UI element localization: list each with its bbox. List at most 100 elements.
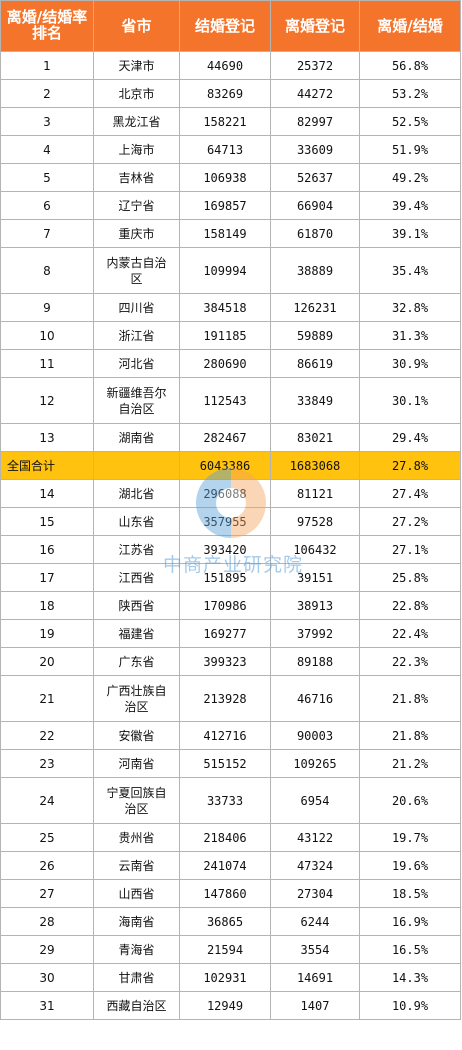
province-name: 海南省 [118, 914, 155, 929]
cell-divorce: 25372 [270, 51, 360, 80]
table-row: 11 河北省 280690 86619 30.9% [0, 349, 461, 378]
province-name: 河南省 [118, 756, 155, 771]
cell-rank: 19 [0, 619, 94, 648]
cell-ratio: 19.7% [359, 823, 461, 852]
cell-province [93, 451, 180, 480]
cell-rank: 6 [0, 191, 94, 220]
cell-rank: 11 [0, 349, 94, 378]
table-row: 15 山东省 357955 97528 27.2% [0, 507, 461, 536]
cell-ratio: 29.4% [359, 423, 461, 452]
cell-ratio: 53.2% [359, 79, 461, 108]
cell-divorce: 106432 [270, 535, 360, 564]
cell-rank: 22 [0, 721, 94, 750]
province-name: 西藏自治区 [106, 998, 167, 1013]
province-name: 湖南省 [118, 430, 155, 445]
cell-rank: 24 [0, 777, 94, 824]
cell-ratio: 32.8% [359, 293, 461, 322]
cell-ratio: 35.4% [359, 247, 461, 294]
province-name: 云南省 [118, 858, 155, 873]
cell-divorce: 44272 [270, 79, 360, 108]
cell-province: 青海省 [93, 935, 180, 964]
cell-province: 安徽省 [93, 721, 180, 750]
cell-rank: 2 [0, 79, 94, 108]
cell-province: 海南省 [93, 907, 180, 936]
cell-divorce: 61870 [270, 219, 360, 248]
table-body: 1 天津市 44690 25372 56.8% 2 北京市 83269 44272 53.2% 3 黑… [0, 51, 461, 1020]
table-row: 10 浙江省 191185 59889 31.3% [0, 321, 461, 350]
table-row: 29 青海省 21594 3554 16.5% [0, 935, 461, 964]
cell-province: 陕西省 [93, 591, 180, 620]
cell-ratio: 21.2% [359, 749, 461, 778]
cell-divorce: 37992 [270, 619, 360, 648]
cell-province: 西藏自治区 [93, 991, 180, 1020]
province-name: 陕西省 [118, 598, 155, 613]
cell-ratio: 20.6% [359, 777, 461, 824]
cell-marriage: 393420 [179, 535, 271, 564]
cell-province: 宁夏回族自治区 [93, 777, 180, 824]
province-name: 湖北省 [118, 486, 155, 501]
cell-marriage: 357955 [179, 507, 271, 536]
table-row: 23 河南省 515152 109265 21.2% [0, 749, 461, 778]
cell-divorce: 46716 [270, 675, 360, 722]
table-row: 5 吉林省 106938 52637 49.2% [0, 163, 461, 192]
cell-rank: 4 [0, 135, 94, 164]
cell-province: 福建省 [93, 619, 180, 648]
cell-province: 山西省 [93, 879, 180, 908]
header-marriage: 结婚登记 [179, 0, 271, 52]
cell-marriage: 109994 [179, 247, 271, 294]
data-table: 离婚/结婚率排名 省市 结婚登记 离婚登记 离婚/结婚 1 天津市 44690 253… [0, 0, 461, 1020]
cell-marriage: 282467 [179, 423, 271, 452]
cell-ratio: 21.8% [359, 675, 461, 722]
table-row: 26 云南省 241074 47324 19.6% [0, 851, 461, 880]
cell-marriage: 170986 [179, 591, 271, 620]
cell-rank: 31 [0, 991, 94, 1020]
cell-ratio: 19.6% [359, 851, 461, 880]
cell-province: 辽宁省 [93, 191, 180, 220]
cell-ratio: 16.5% [359, 935, 461, 964]
table-row: 4 上海市 64713 33609 51.9% [0, 135, 461, 164]
cell-province: 浙江省 [93, 321, 180, 350]
cell-rank: 23 [0, 749, 94, 778]
cell-marriage: 296088 [179, 479, 271, 508]
cell-divorce: 83021 [270, 423, 360, 452]
cell-province: 内蒙古自治区 [93, 247, 180, 294]
cell-ratio: 56.8% [359, 51, 461, 80]
cell-divorce: 109265 [270, 749, 360, 778]
cell-marriage: 169277 [179, 619, 271, 648]
cell-ratio: 39.1% [359, 219, 461, 248]
cell-rank: 18 [0, 591, 94, 620]
cell-marriage: 6043386 [179, 451, 271, 480]
province-name: 上海市 [118, 142, 155, 157]
header-row: 离婚/结婚率排名 省市 结婚登记 离婚登记 离婚/结婚 [0, 0, 461, 52]
cell-divorce: 43122 [270, 823, 360, 852]
cell-divorce: 59889 [270, 321, 360, 350]
cell-marriage: 412716 [179, 721, 271, 750]
province-name: 内蒙古自治区 [106, 255, 167, 286]
cell-divorce: 38913 [270, 591, 360, 620]
cell-ratio: 25.8% [359, 563, 461, 592]
table-row: 14 湖北省 296088 81121 27.4% [0, 479, 461, 508]
cell-marriage: 64713 [179, 135, 271, 164]
cell-divorce: 86619 [270, 349, 360, 378]
table-row: 25 贵州省 218406 43122 19.7% [0, 823, 461, 852]
table-row: 16 江苏省 393420 106432 27.1% [0, 535, 461, 564]
table-row: 2 北京市 83269 44272 53.2% [0, 79, 461, 108]
province-name: 北京市 [118, 86, 155, 101]
cell-province: 江苏省 [93, 535, 180, 564]
cell-ratio: 31.3% [359, 321, 461, 350]
table-row: 9 四川省 384518 126231 32.8% [0, 293, 461, 322]
cell-ratio: 27.8% [359, 451, 461, 480]
table-row: 31 西藏自治区 12949 1407 10.9% [0, 991, 461, 1020]
cell-province: 贵州省 [93, 823, 180, 852]
cell-rank: 7 [0, 219, 94, 248]
cell-divorce: 1683068 [270, 451, 360, 480]
cell-rank: 14 [0, 479, 94, 508]
cell-province: 湖南省 [93, 423, 180, 452]
province-name: 浙江省 [118, 328, 155, 343]
cell-rank: 3 [0, 107, 94, 136]
table-row: 3 黑龙江省 158221 82997 52.5% [0, 107, 461, 136]
cell-rank: 12 [0, 377, 94, 424]
province-name: 新疆维吾尔自治区 [106, 385, 167, 416]
cell-rank: 20 [0, 647, 94, 676]
cell-marriage: 218406 [179, 823, 271, 852]
